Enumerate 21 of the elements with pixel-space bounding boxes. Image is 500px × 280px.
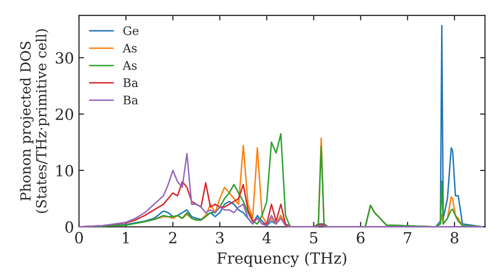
x-tick-label: 3: [216, 232, 224, 244]
legend-label: Ba: [123, 78, 138, 88]
x-tick-label: 8: [450, 232, 458, 244]
legend-label: Ba: [123, 96, 138, 104]
legend-label: As: [122, 61, 137, 70]
y-tick-label: 0: [65, 221, 74, 233]
y-axis-title: Phonon projected DOS (States/THz·primitive cell): [20, 29, 50, 213]
line-series: [78, 152, 484, 228]
x-tick-label: 1: [122, 232, 129, 244]
legend-label: Ge: [123, 26, 139, 36]
x-tick-label: 2: [169, 232, 176, 244]
x-axis-title: Frequency (THz): [217, 252, 346, 268]
x-tick-label: 7: [404, 232, 412, 244]
legend-label: As: [122, 44, 137, 52]
y-tick-label: 30: [56, 52, 74, 64]
x-tick-label: 5: [310, 232, 318, 244]
y-tick-label: 10: [56, 164, 74, 176]
x-tick-label: 6: [356, 232, 365, 244]
x-tick-label: 0: [75, 232, 83, 244]
y-tick-label: 20: [56, 108, 74, 120]
x-tick-label: 4: [262, 232, 271, 244]
